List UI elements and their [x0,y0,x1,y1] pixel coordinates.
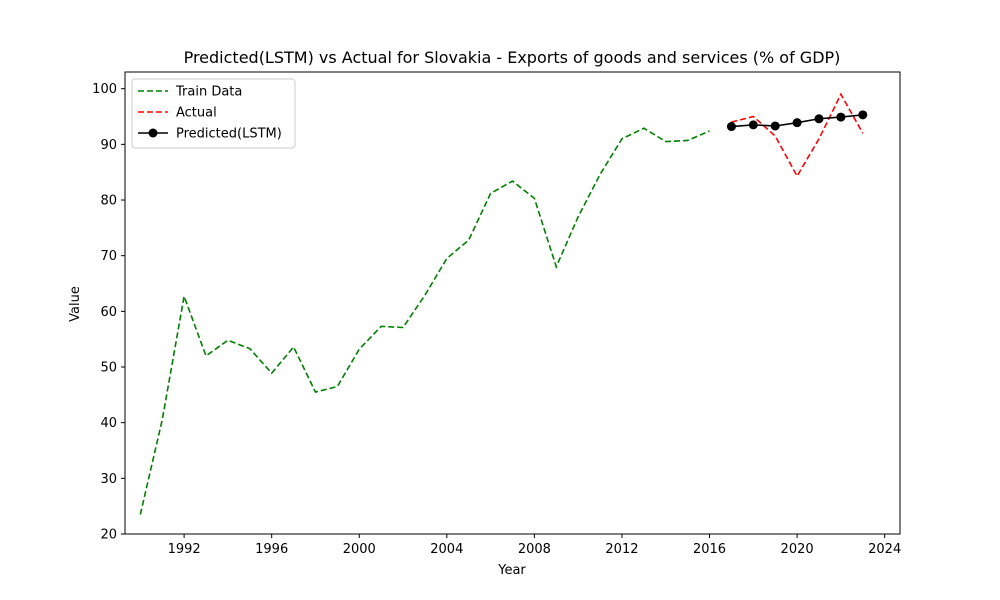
y-tick-label: 90 [100,138,117,153]
x-tick-label: 2012 [605,542,638,557]
chart-title: Predicted(LSTM) vs Actual for Slovakia -… [184,48,841,67]
y-tick-label: 70 [100,249,117,264]
x-tick-label: 2004 [430,542,463,557]
series-point-2 [770,121,780,131]
series-point-2 [858,110,868,120]
x-tick-label: 2016 [693,542,726,557]
legend-entry-label: Train Data [175,85,242,100]
series-point-2 [814,114,824,124]
legend-marker [148,128,158,138]
x-tick-label: 1992 [168,542,201,557]
series-point-2 [748,120,758,130]
x-axis-label: Year [497,563,526,578]
x-tick-label: 2000 [343,542,376,557]
x-tick-label: 2020 [781,542,814,557]
series-line-1 [731,92,864,178]
axes-frame [124,71,901,535]
legend-box [131,78,296,149]
y-tick-label: 50 [100,361,117,376]
series-point-2 [726,122,736,132]
series-point-2 [836,112,846,122]
y-tick-label: 40 [100,416,117,431]
plot-area: 1992 1996 2000 2004 2008 2012 2016 2020 2024 20 30… [92,71,901,557]
y-tick-label: 30 [100,472,117,487]
y-tick-label: 60 [100,305,117,320]
x-tick-label: 2008 [518,542,551,557]
series-line-0 [139,127,710,515]
legend: Train Data Actual Predicted(LSTM) [131,78,296,149]
legend-entry-label: Actual [176,106,217,121]
x-tick-label: 1996 [255,542,288,557]
x-tick-label: 2024 [868,542,901,557]
y-tick-label: 100 [92,82,117,97]
legend-entry-label: Predicted(LSTM) [176,127,282,142]
series-point-2 [792,118,802,128]
y-tick-label: 20 [100,528,117,543]
y-tick-label: 80 [100,194,117,209]
y-axis-label: Value [68,286,83,322]
